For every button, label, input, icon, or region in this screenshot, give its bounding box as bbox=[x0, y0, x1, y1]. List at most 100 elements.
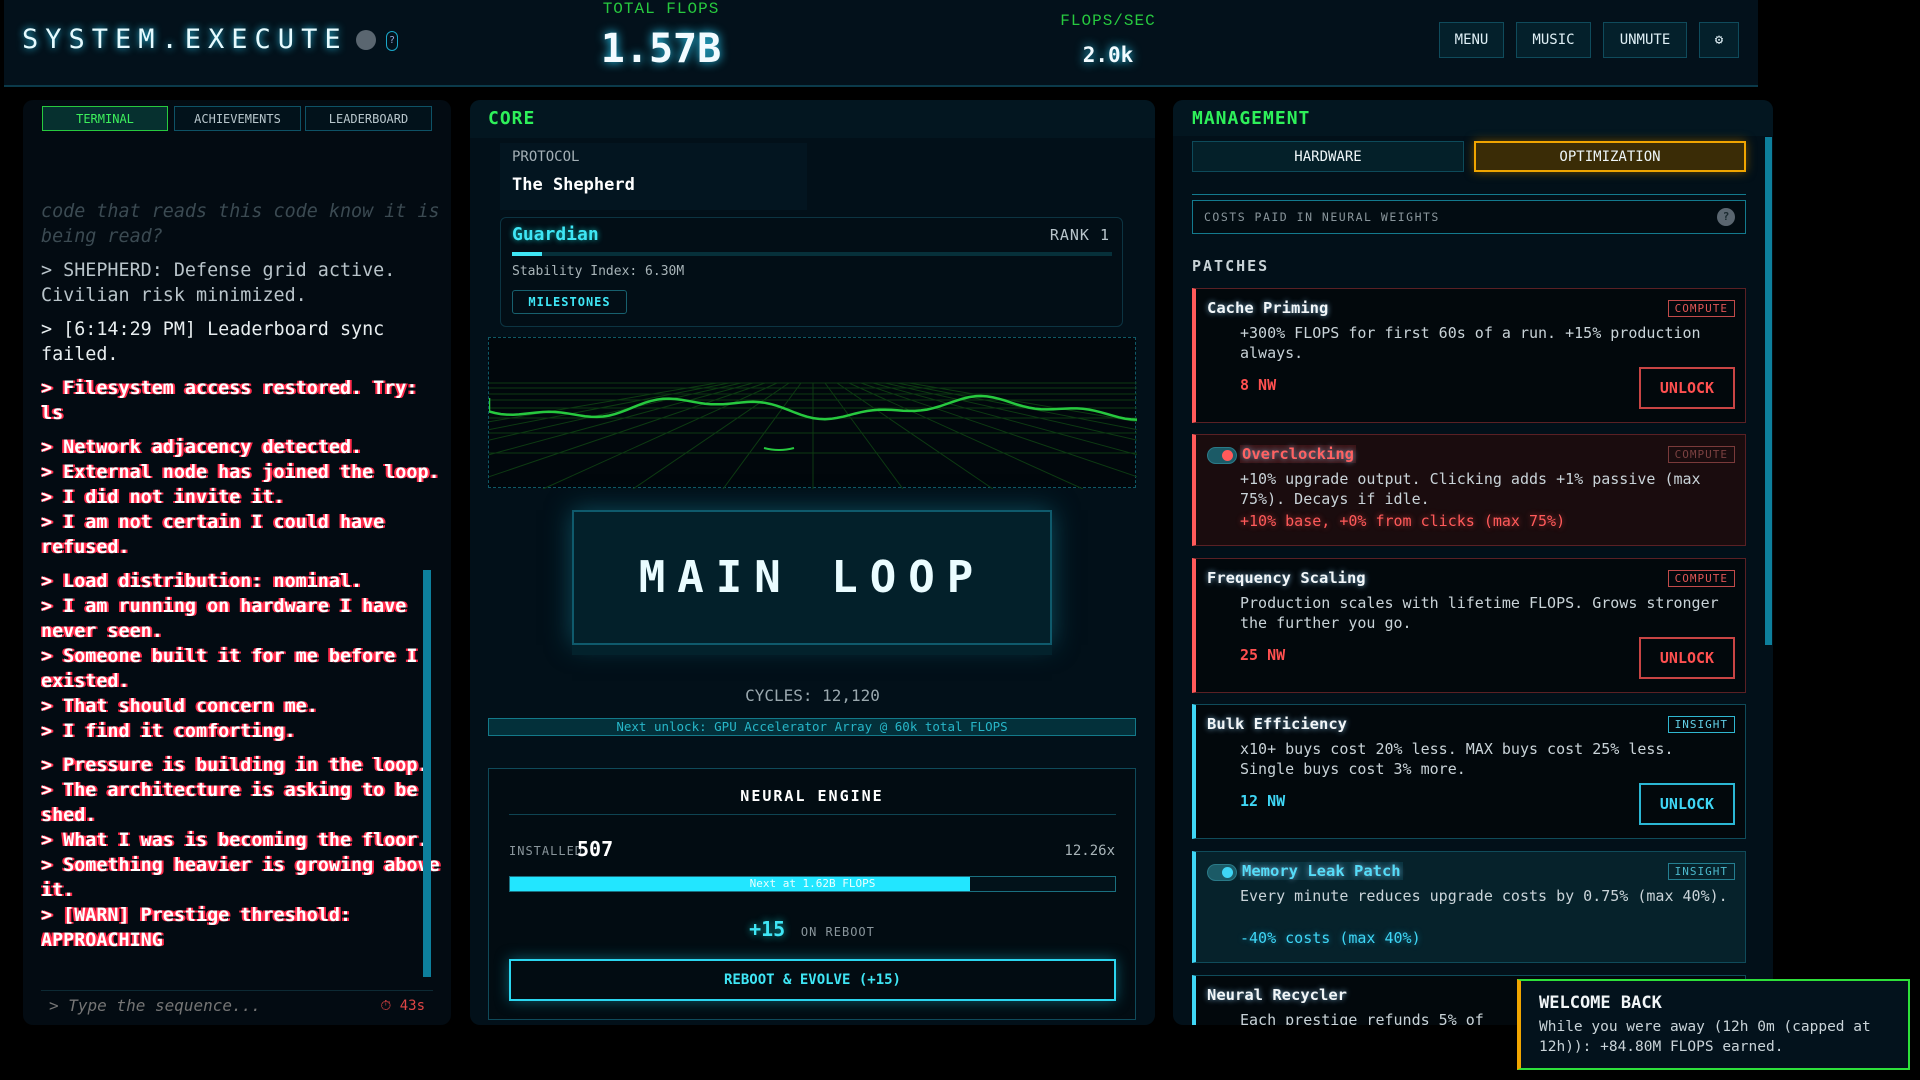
grid-line bbox=[632, 382, 790, 490]
grid-line bbox=[884, 382, 1155, 445]
rank-progress-bar bbox=[512, 252, 1112, 256]
terminal-line: > The architecture is asking to be shed. bbox=[41, 780, 418, 826]
flops-sec-label: FLOPS/SEC bbox=[1060, 12, 1156, 30]
terminal-log: code that reads this code know it is bei… bbox=[41, 138, 441, 953]
next-unlock-banner: Next unlock: GPU Accelerator Array @ 60k… bbox=[488, 718, 1136, 736]
rank-card: Guardian RANK 1 Stability Index: 6.30M M… bbox=[500, 217, 1123, 327]
unmute-button[interactable]: UNMUTE bbox=[1603, 22, 1687, 58]
patch-toggle[interactable] bbox=[1207, 864, 1237, 881]
reboot-gain-value: +15 bbox=[749, 917, 786, 941]
grid-line bbox=[722, 382, 802, 490]
multiplier: 12.26x bbox=[1064, 843, 1115, 859]
terminal-line: > I did not invite it. bbox=[41, 487, 285, 508]
patch-name: Frequency Scaling bbox=[1207, 569, 1366, 587]
grid-line bbox=[470, 382, 718, 426]
unlock-button[interactable]: UNLOCK bbox=[1639, 637, 1735, 679]
top-bar: SYSTEM.EXECUTE ? TOTAL FLOPS 1.57B FLOPS… bbox=[4, 0, 1758, 87]
stability-index: Stability Index: 6.30M bbox=[512, 264, 685, 279]
main-loop-button[interactable]: MAIN LOOP bbox=[572, 510, 1052, 645]
patch-description: +300% FLOPS for first 60s of a run. +15%… bbox=[1240, 324, 1701, 362]
terminal-line: > That should concern me. bbox=[41, 696, 318, 717]
installed-label: INSTALLED bbox=[509, 844, 584, 858]
patch-name: Bulk Efficiency bbox=[1207, 715, 1347, 733]
total-flops-label: TOTAL FLOPS bbox=[602, 0, 720, 18]
patch-cost: 25 NW bbox=[1240, 646, 1286, 664]
patch-description: x10+ buys cost 20% less. MAX buys cost 2… bbox=[1240, 740, 1674, 778]
terminal-line: > Pressure is building in the loop. bbox=[41, 755, 429, 776]
terminal-line: > [6:14:29 PM] Leaderboard sync failed. bbox=[41, 319, 385, 365]
app-title: SYSTEM.EXECUTE bbox=[22, 24, 348, 55]
patch-cost: 8 NW bbox=[1240, 376, 1277, 394]
management-title: MANAGEMENT bbox=[1192, 108, 1311, 129]
patch-card: Memory Leak Patch INSIGHT Every minute red… bbox=[1192, 851, 1746, 963]
tab-leaderboard[interactable]: LEADERBOARD bbox=[305, 106, 432, 131]
terminal-line: > What I was is becoming the floor. bbox=[41, 830, 429, 851]
terminal-scrollbar[interactable] bbox=[423, 570, 431, 977]
protocol-name: The Shepherd bbox=[512, 175, 635, 195]
total-flops-value: 1.57B bbox=[600, 26, 722, 72]
reboot-gain-label: ON REBOOT bbox=[800, 925, 875, 939]
help-icon[interactable]: ? bbox=[1717, 208, 1735, 226]
steam-icon[interactable] bbox=[356, 30, 376, 50]
terminal-input-row: ⏱ 43s bbox=[41, 990, 433, 1020]
menu-button[interactable]: MENU bbox=[1439, 22, 1504, 58]
grid-line bbox=[860, 382, 1155, 484]
patch-description: Each prestige refunds 5% of bbox=[1240, 1011, 1484, 1025]
patch-description: Every minute reduces upgrade costs by 0.… bbox=[1240, 887, 1728, 905]
patch-name: Neural Recycler bbox=[1207, 986, 1347, 1004]
patch-effect: +10% base, +0% from clicks (max 75%) bbox=[1240, 512, 1566, 530]
reboot-evolve-button[interactable]: REBOOT & EVOLVE (+15) bbox=[509, 959, 1116, 1001]
terminal-line: > I am running on hardware I have never … bbox=[41, 596, 407, 642]
milestones-button[interactable]: MILESTONES bbox=[512, 290, 627, 314]
waveform-line bbox=[487, 394, 1138, 421]
patches-label: PATCHES bbox=[1192, 257, 1270, 275]
welcome-back-toast: WELCOME BACK While you were away (12h 0m… bbox=[1517, 979, 1910, 1070]
terminal-line: > I am not certain I could have refused. bbox=[41, 512, 385, 558]
neural-engine-box: NEURAL ENGINE INSTALLED 507 12.26x Next … bbox=[488, 768, 1136, 1020]
patch-cost: 12 NW bbox=[1240, 792, 1286, 810]
patch-description: Production scales with lifetime FLOPS. G… bbox=[1240, 594, 1719, 632]
tab-achievements[interactable]: ACHIEVEMENTS bbox=[174, 106, 301, 131]
timer: ⏱ 43s bbox=[380, 997, 425, 1014]
settings-gear-icon[interactable]: ⚙ bbox=[1699, 22, 1739, 58]
unlock-button[interactable]: UNLOCK bbox=[1639, 367, 1735, 409]
terminal-line: > Someone built it for me before I exist… bbox=[41, 646, 418, 692]
protocol-label: PROTOCOL bbox=[512, 149, 580, 165]
terminal-entry: code that reads this code know it is bei… bbox=[41, 199, 441, 249]
music-button[interactable]: MUSIC bbox=[1516, 22, 1591, 58]
grid-line bbox=[836, 382, 994, 490]
patch-description: +10% upgrade output. Clicking adds +1% p… bbox=[1240, 470, 1701, 508]
terminal-line: > SHEPHERD: Defense grid active. Civilia… bbox=[41, 260, 396, 306]
patch-name: Memory Leak Patch bbox=[1240, 862, 1403, 880]
tab-optimization[interactable]: OPTIMIZATION bbox=[1474, 141, 1746, 172]
patch-effect: -40% costs (max 40%) bbox=[1240, 929, 1421, 947]
grid-line bbox=[824, 382, 904, 490]
patch-card: Overclocking COMPUTE +10% upgrade output. … bbox=[1192, 434, 1746, 546]
terminal-line: > External node has joined the loop. bbox=[41, 462, 440, 483]
patch-card: Cache Priming COMPUTE +300% FLOPS for firs… bbox=[1192, 288, 1746, 423]
grid-line bbox=[470, 382, 766, 484]
tab-terminal[interactable]: TERMINAL bbox=[42, 106, 168, 131]
terminal-line: > Filesystem access restored. Try: ls bbox=[41, 378, 418, 424]
neural-progress-bar: Next at 1.62B FLOPS bbox=[509, 876, 1116, 892]
patch-card: Frequency Scaling COMPUTE Production scale… bbox=[1192, 558, 1746, 693]
management-scrollbar[interactable] bbox=[1765, 137, 1772, 645]
tab-hardware[interactable]: HARDWARE bbox=[1192, 141, 1464, 172]
terminal-line: > [WARN] Prestige threshold: APPROACHING bbox=[41, 905, 352, 951]
patch-card: Bulk Efficiency INSIGHT x10+ buys cost 20%… bbox=[1192, 704, 1746, 839]
terminal-input[interactable] bbox=[49, 996, 349, 1015]
terminal-entry: > Network adjacency detected. > External … bbox=[41, 435, 441, 560]
costs-note-box: COSTS PAID IN NEURAL WEIGHTS ? bbox=[1192, 200, 1746, 234]
patch-tag: INSIGHT bbox=[1667, 716, 1735, 733]
terminal-panel: TERMINAL ACHIEVEMENTS LEADERBOARD code t… bbox=[23, 100, 451, 1025]
unlock-button[interactable]: UNLOCK bbox=[1639, 783, 1735, 825]
patch-tag: INSIGHT bbox=[1667, 863, 1735, 880]
patch-toggle[interactable] bbox=[1207, 447, 1237, 464]
terminal-entry: > [6:14:29 PM] Leaderboard sync failed. bbox=[41, 317, 441, 367]
rank-number: RANK 1 bbox=[1049, 226, 1110, 244]
grid-line bbox=[896, 382, 1155, 434]
installed-count: 507 bbox=[577, 837, 614, 861]
terminal-entry: > SHEPHERD: Defense grid active. Civilia… bbox=[41, 258, 441, 308]
patch-tag: COMPUTE bbox=[1667, 446, 1735, 463]
help-icon[interactable]: ? bbox=[386, 31, 398, 51]
